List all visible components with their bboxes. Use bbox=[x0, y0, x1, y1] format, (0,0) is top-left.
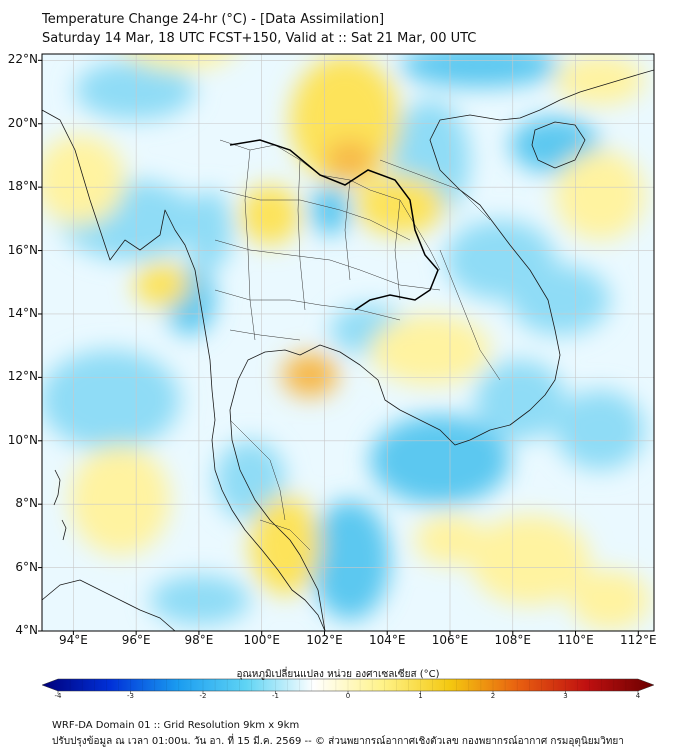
colorbar-tick-label: 0 bbox=[345, 692, 351, 700]
field-patch-cool-strong bbox=[310, 500, 390, 620]
field-patch-warm-light bbox=[370, 315, 490, 385]
colorbar-title: อุณหภูมิเปลี่ยนแปลง หน่วย องศาเซลเซียส (… bbox=[236, 669, 440, 680]
field-patch-cool bbox=[555, 390, 645, 470]
lat-label: 12°N bbox=[7, 369, 38, 384]
lat-label: 8°N bbox=[15, 496, 38, 511]
lat-label: 4°N bbox=[15, 623, 38, 637]
field-patch-cool bbox=[215, 440, 285, 520]
field-patch-cool bbox=[150, 575, 250, 625]
colorbar bbox=[41, 678, 655, 694]
map-plot-area bbox=[42, 54, 654, 631]
coastlines bbox=[42, 69, 654, 631]
lat-label: 18°N bbox=[7, 179, 38, 194]
field-patch-cool bbox=[475, 360, 565, 440]
lat-label: 14°N bbox=[7, 305, 38, 320]
hainan-coastline bbox=[531, 121, 586, 169]
thailand-border bbox=[229, 139, 439, 311]
lon-label: 110°E bbox=[557, 633, 594, 647]
map-title: Temperature Change 24-hr (°C) - [Data As… bbox=[42, 12, 385, 27]
footer-credits: ปรับปรุงข้อมูล ณ เวลา 01:00น. วัน อา. ที… bbox=[52, 736, 624, 747]
lon-label: 106°E bbox=[431, 633, 469, 647]
andaman-islands bbox=[53, 469, 67, 541]
province-borders bbox=[214, 139, 501, 551]
lon-label: 94°E bbox=[58, 633, 88, 647]
field-patch-cool-strong bbox=[400, 54, 560, 87]
colorbar-tick-marks bbox=[57, 679, 639, 694]
lon-label: 108°E bbox=[494, 633, 532, 647]
mainland-coastline bbox=[42, 109, 326, 631]
colorbar-tick-label: -3 bbox=[127, 692, 134, 700]
lon-label: 104°E bbox=[368, 633, 406, 647]
map-subtitle: Saturday 14 Mar, 18 UTC FCST+150, Valid … bbox=[42, 31, 477, 46]
colorbar-tick-label: 1 bbox=[418, 692, 423, 700]
lon-label: 102°E bbox=[306, 633, 343, 647]
field-patch-warm-light bbox=[126, 54, 234, 70]
field-patch-warm-light bbox=[470, 515, 590, 605]
colorbar-tick-label: -2 bbox=[199, 692, 207, 700]
field-patch-warm-strong bbox=[325, 140, 375, 180]
field-patch-warm bbox=[355, 175, 445, 235]
field-patch-warm bbox=[240, 185, 300, 245]
field-patch-warm-light bbox=[570, 570, 650, 630]
field-patch-warm-light bbox=[42, 135, 125, 225]
field-patch-cool-strong bbox=[310, 185, 350, 235]
field-patch-warm bbox=[250, 495, 320, 595]
lon-label: 112°E bbox=[620, 633, 657, 647]
field-patch-warm bbox=[134, 263, 190, 307]
field-patch-cool bbox=[188, 190, 232, 270]
colorbar-tick-label: 3 bbox=[563, 692, 568, 700]
colorbar-tick-label: -4 bbox=[54, 692, 62, 700]
footer-model-info: WRF-DA Domain 01 :: Grid Resolution 9km … bbox=[52, 720, 300, 731]
field-patch-cool bbox=[42, 350, 180, 450]
field-patch-warm-light bbox=[70, 445, 170, 555]
graticule bbox=[42, 54, 654, 631]
axis-ticks bbox=[38, 59, 639, 635]
colorbar-tick-label: 4 bbox=[635, 692, 641, 700]
lon-label: 98°E bbox=[184, 633, 214, 647]
lat-label: 6°N bbox=[15, 559, 38, 574]
lon-label: 100°E bbox=[243, 633, 280, 647]
lat-label: 16°N bbox=[7, 242, 38, 257]
lon-label: 96°E bbox=[121, 633, 151, 647]
lat-label: 22°N bbox=[7, 52, 38, 67]
lat-label: 20°N bbox=[7, 115, 38, 130]
field-patch-cool bbox=[75, 60, 195, 120]
map-frame bbox=[41, 53, 655, 632]
field-patch-warm-strong bbox=[282, 353, 338, 397]
field-patch-cool bbox=[510, 265, 610, 335]
lat-label: 10°N bbox=[7, 432, 38, 447]
colorbar-tick-label: -1 bbox=[272, 692, 279, 700]
field-patch-warm-light bbox=[555, 55, 645, 105]
gulf-coastline bbox=[229, 69, 654, 631]
colorbar-tick-label: 2 bbox=[490, 692, 496, 700]
sumatra-coastline bbox=[42, 579, 176, 631]
field-patch-warm-light bbox=[555, 150, 645, 240]
